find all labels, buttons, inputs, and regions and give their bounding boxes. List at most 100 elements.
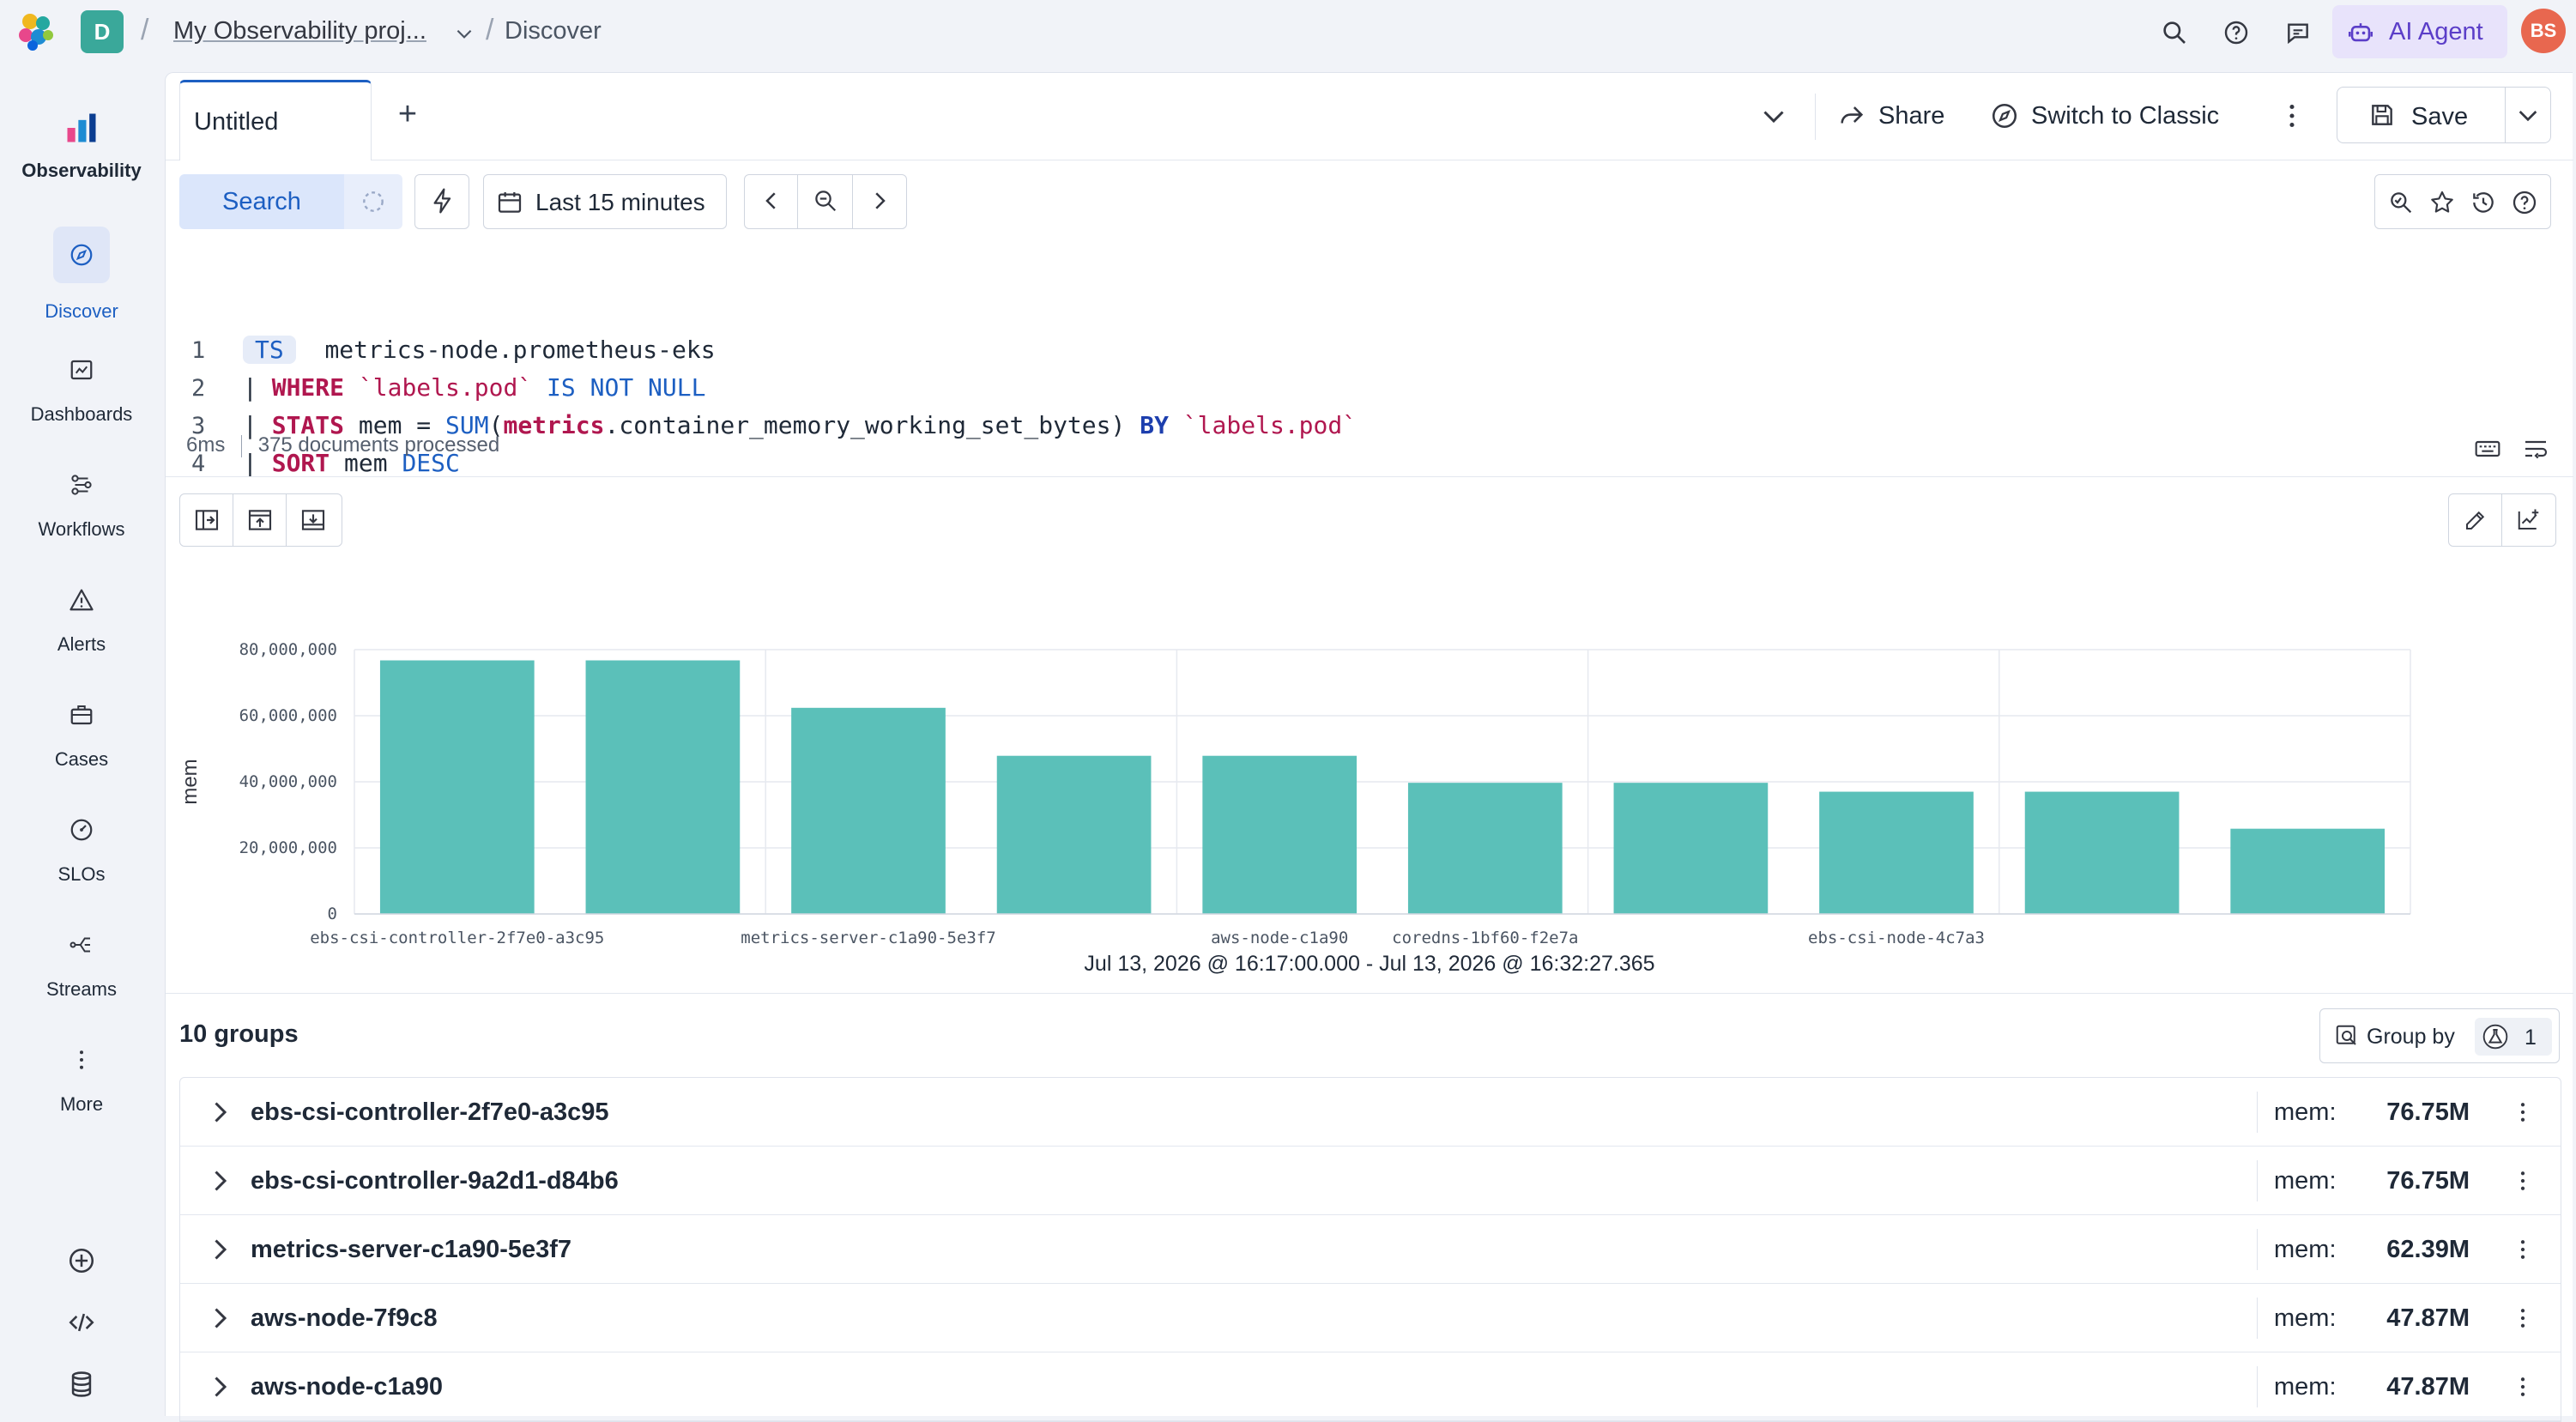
nav-cases[interactable]: Cases [0,683,163,786]
database-icon[interactable] [62,1365,101,1404]
line-number: 4 [191,451,206,477]
x-tick-label: metrics-server-c1a90-5e3f7 [741,929,995,947]
next-time-button[interactable] [853,175,906,228]
chevron-down-icon[interactable] [1758,100,1789,131]
add-to-dashboard-button[interactable] [2502,494,2555,546]
nav-app-label: Observability [21,160,142,181]
group-row[interactable]: aws-node-7f9c8 mem: 47.87M [180,1284,2561,1352]
bar-chart[interactable]: 80,000,000 60,000,000 40,000,000 20,000,000… [166,554,2573,948]
bar-coredns-2c8b1-9a4f0 [1613,783,1769,914]
expand-chart-button[interactable] [287,494,340,546]
ai-query-icon[interactable] [2387,189,2415,216]
breadcrumb-separator: / [486,14,494,46]
chevron-right-icon[interactable] [204,1371,235,1402]
divider [2257,1092,2258,1133]
kebab-icon[interactable] [2506,1232,2540,1267]
add-icon[interactable] [62,1241,101,1280]
editor-tools [2374,174,2551,229]
nav-alerts[interactable]: Alerts [0,568,163,671]
chevron-right-icon[interactable] [204,1165,235,1196]
group-row[interactable]: ebs-csi-controller-9a2d1-d84b6 mem: 76.7… [180,1147,2561,1215]
compass-icon [1992,103,2017,129]
chevron-down-icon[interactable] [453,22,475,45]
code-icon[interactable] [62,1303,101,1342]
y-tick-label: 0 [328,905,337,923]
group-name: ebs-csi-controller-2f7e0-a3c95 [251,1098,609,1126]
code-line-3: | STATS mem = SUM(metrics.container_memo… [243,411,1357,439]
nav-label: Cases [54,748,109,770]
chart-time-range: Jul 13, 2026 @ 16:17:00.000 - Jul 13, 20… [1084,952,1655,976]
nav-discover[interactable]: Discover [0,223,163,326]
share-button[interactable]: Share [1837,94,1944,138]
field-name: `labels.pod` [358,373,533,402]
project-avatar[interactable]: D [81,10,124,53]
flask-icon [2482,1024,2508,1050]
chevron-down-icon[interactable] [2514,101,2542,129]
nav-label: Dashboards [30,403,133,425]
nav-workflows[interactable]: Workflows [0,453,163,556]
nav-observability[interactable]: Observability [0,96,163,199]
metric-key: mem: [2274,1098,2337,1126]
chevron-right-icon[interactable] [204,1234,235,1265]
group-row[interactable]: aws-node-c1a90 mem: 47.87M [180,1352,2561,1421]
sidebar-toggle-icon [195,510,218,530]
nav-streams[interactable]: Streams [0,913,163,1016]
tab-untitled[interactable]: Untitled [179,80,372,160]
user-avatar[interactable]: BS [2521,9,2566,53]
feedback-icon[interactable] [2281,15,2315,50]
metric-value: 76.75M [2386,1098,2470,1126]
breadcrumb-project[interactable]: My Observability proj... [173,17,426,45]
previous-time-button[interactable] [745,175,798,228]
query-editor[interactable]: 1 2 3 4 TS metrics-node.prometheus-eks |… [166,243,2573,477]
edit-visualization-button[interactable] [2449,494,2502,546]
collapse-chart-button[interactable] [233,494,287,546]
nav-slos[interactable]: SLOs [0,798,163,901]
x-tick-label: ebs-csi-controller-2f7e0-a3c95 [310,929,604,947]
star-icon[interactable] [2428,189,2456,216]
search-button[interactable]: Search [179,174,344,229]
group-by-button[interactable]: Group by 1 [2319,1008,2560,1063]
code-line-4: | SORT mem DESC [243,449,460,477]
kebab-icon[interactable] [2506,1301,2540,1335]
toggle-sidebar-button[interactable] [180,494,233,546]
divider [1815,94,1816,140]
elastic-logo[interactable] [15,11,57,52]
quick-query-button[interactable] [414,174,469,229]
bar-ebs-csi-controller-2f7e0-a3c95 [379,660,535,914]
breadcrumb-separator: / [141,14,149,46]
groups-list: ebs-csi-controller-2f7e0-a3c95 mem: 76.7… [179,1077,2561,1422]
help-icon[interactable] [2219,15,2253,50]
zoom-out-button[interactable] [798,175,853,228]
nav-dashboards[interactable]: Dashboards [0,338,163,441]
divider [241,434,243,457]
divider [2257,1298,2258,1339]
x-tick-label: ebs-csi-node-4c7a3 [1808,929,1985,947]
bar-aws-node-c1a90 [1202,755,1358,914]
new-tab-icon[interactable]: + [397,96,418,132]
keyboard-icon[interactable] [2474,435,2501,463]
nav-more[interactable]: More [0,1028,163,1131]
search-icon[interactable] [2157,15,2192,50]
kebab-icon[interactable] [2277,100,2307,136]
history-icon[interactable] [2470,189,2497,216]
ai-agent-button[interactable]: AI Agent [2332,5,2507,58]
refresh-spinner[interactable] [344,174,402,229]
kebab-icon[interactable] [2506,1164,2540,1198]
wrap-text-icon[interactable] [2522,435,2549,463]
nav-label: More [59,1093,104,1115]
chevron-right-icon[interactable] [204,1097,235,1128]
group-row[interactable]: ebs-csi-controller-2f7e0-a3c95 mem: 76.7… [180,1078,2561,1147]
bar-kube-proxy-3e5d2 [2230,828,2386,914]
switch-classic-button[interactable]: Switch to Classic [1990,94,2219,138]
group-row[interactable]: metrics-server-c1a90-5e3f7 mem: 62.39M [180,1215,2561,1284]
date-picker-button[interactable]: Last 15 minutes [483,174,727,229]
kebab-icon[interactable] [2506,1095,2540,1129]
zoom-out-icon [815,191,837,212]
help-icon[interactable] [2511,189,2538,216]
save-button[interactable]: Save [2337,87,2551,143]
kebab-icon[interactable] [2506,1370,2540,1404]
bar-ebs-csi-node-a91e2 [2024,791,2180,914]
metric-key: mem: [2274,1304,2337,1332]
chevron-right-icon[interactable] [204,1303,235,1334]
query-duration: 6ms [186,433,226,457]
